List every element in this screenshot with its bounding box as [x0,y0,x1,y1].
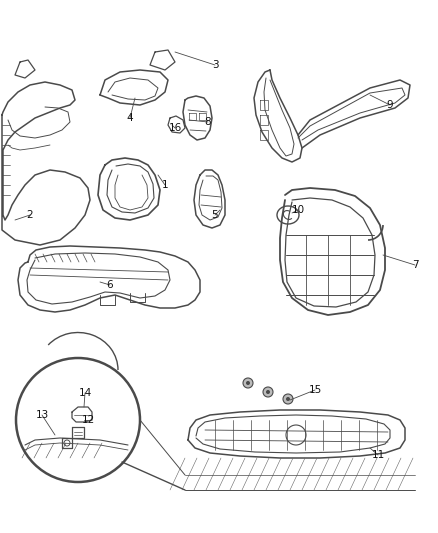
Text: 3: 3 [212,60,218,70]
Text: 13: 13 [35,410,49,420]
Text: 15: 15 [308,385,321,395]
Text: 10: 10 [291,205,304,215]
Text: 6: 6 [107,280,113,290]
Circle shape [283,394,293,404]
Text: 14: 14 [78,388,92,398]
Text: 12: 12 [81,415,95,425]
Text: 8: 8 [205,117,211,127]
Text: 9: 9 [387,100,393,110]
Text: 4: 4 [127,113,133,123]
Circle shape [266,390,270,394]
Text: 2: 2 [27,210,33,220]
Text: 16: 16 [168,123,182,133]
Text: 7: 7 [412,260,418,270]
Circle shape [246,381,250,385]
Circle shape [286,397,290,401]
Text: 5: 5 [212,210,218,220]
Text: 11: 11 [371,450,385,460]
Circle shape [243,378,253,388]
Circle shape [263,387,273,397]
Text: 1: 1 [162,180,168,190]
